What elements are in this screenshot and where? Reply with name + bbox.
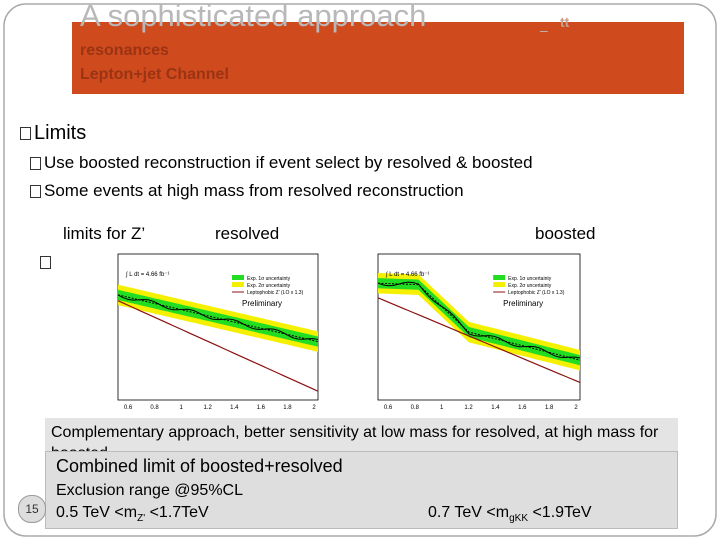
x-tick-label: 1 <box>440 405 444 411</box>
x-tick-label: 1.8 <box>283 405 292 411</box>
x-tick-label: 0.6 <box>124 405 133 411</box>
expected-line <box>117 294 319 343</box>
x-tick-label: 1.2 <box>204 405 213 411</box>
observed-line <box>377 281 581 359</box>
x-tick-label: 1.4 <box>230 405 239 411</box>
legend-label: Exp. 2σ uncertainty <box>508 283 552 289</box>
x-tick-label: 2 <box>574 405 578 411</box>
range-sub: gKK <box>509 513 528 525</box>
legend-label: Exp. 1σ uncertainty <box>508 276 552 282</box>
range-sub: Z' <box>137 513 146 525</box>
legend-label: Exp. 2σ uncertainty <box>247 283 291 289</box>
x-tick-label: 1.2 <box>464 405 473 411</box>
plot-status: Preliminary <box>503 299 543 308</box>
legend-swatch <box>493 275 506 280</box>
bullet <box>30 157 41 170</box>
range-text: <1.7TeV <box>145 504 209 521</box>
lumi: ∫ L dt = 4.66 fb⁻¹ <box>125 271 169 278</box>
legend-swatch <box>232 282 244 287</box>
figure-label: limits for Z’ <box>63 224 146 243</box>
figure-label: resolved <box>215 224 280 243</box>
x-tick-label: 1 <box>179 405 183 411</box>
x-tick-label: 0.8 <box>411 405 420 411</box>
bullet-sub: Use boosted reconstruction if event sele… <box>44 153 533 172</box>
x-tick-label: 2 <box>312 405 316 411</box>
x-tick-label: 1.4 <box>491 405 500 411</box>
range-text: 0.7 TeV <m <box>428 504 510 521</box>
title-dash: – <box>540 22 548 38</box>
x-tick-label: 0.6 <box>384 405 393 411</box>
summary-range: 0.7 TeV <mgKK <1.9TeV <box>428 504 592 524</box>
lumi: ∫ L dt = 4.66 fb⁻¹ <box>385 271 429 278</box>
x-tick-label: 1.6 <box>257 405 266 411</box>
legend-label: Leptophobic Z’ (LO x 1.3) <box>508 290 565 296</box>
summary-line: Exclusion range @95%CL <box>56 482 244 499</box>
legend-swatch <box>232 275 244 280</box>
bullet <box>20 127 31 140</box>
x-tick-label: 1.8 <box>545 405 554 411</box>
caption: Complementary approach, better sensitivi… <box>45 418 678 454</box>
bullet <box>40 256 51 269</box>
x-tick-label: 0.8 <box>150 405 159 411</box>
theory-line <box>377 297 581 384</box>
legend-label: Leptophobic Z’ (LO x 1.3) <box>247 290 304 296</box>
plot-status: Preliminary <box>242 299 282 308</box>
title: A sophisticated approach <box>80 0 427 33</box>
summary-title: Combined limit of boosted+resolved <box>56 456 343 476</box>
theory-line <box>117 300 319 392</box>
header-bar <box>72 22 684 94</box>
observed-line <box>117 294 319 340</box>
figure-label: boosted <box>535 224 596 243</box>
bullet <box>30 185 41 198</box>
range-text: <1.9TeV <box>528 504 592 521</box>
border <box>3 3 717 537</box>
summary-box <box>45 451 678 529</box>
legend-swatch <box>493 282 506 287</box>
header-line: resonances <box>80 42 169 59</box>
bullet-sub: Some events at high mass from resolved r… <box>44 181 464 200</box>
x-tick-label: 1.6 <box>518 405 527 411</box>
summary-range: 0.5 TeV <mZ' <1.7TeV <box>56 504 209 524</box>
range-text: 0.5 TeV <m <box>56 504 138 521</box>
bullet-main: Limits <box>34 122 87 144</box>
uncertainty-band <box>378 278 580 366</box>
legend-label: Exp. 1σ uncertainty <box>247 276 291 282</box>
page-number: 15 <box>18 495 46 523</box>
title-suffix: tt <box>560 14 570 30</box>
header-line: Lepton+jet Channel <box>80 66 229 83</box>
